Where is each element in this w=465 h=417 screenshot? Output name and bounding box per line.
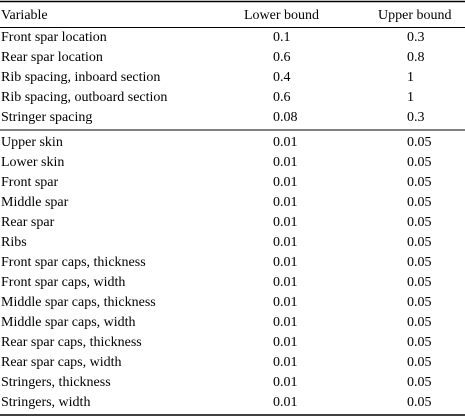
- cell-upper-bound: 0.05: [407, 335, 432, 350]
- cell-lower-bound: 0.01: [273, 215, 298, 230]
- cell-lower-bound: 0.01: [273, 375, 298, 390]
- cell-variable: Front spar location: [1, 30, 107, 45]
- cell-variable: Ribs: [1, 235, 27, 250]
- cell-upper-bound: 0.05: [407, 175, 432, 190]
- cell-lower-bound: 0.6: [273, 50, 291, 65]
- cell-lower-bound: 0.01: [273, 155, 298, 170]
- cell-variable: Lower skin: [1, 155, 64, 170]
- cell-upper-bound: 0.05: [407, 355, 432, 370]
- cell-variable: Rear spar caps, thickness: [1, 335, 142, 350]
- cell-upper-bound: 0.05: [407, 155, 432, 170]
- cell-upper-bound: 1: [407, 70, 414, 85]
- cell-upper-bound: 0.05: [407, 315, 432, 330]
- cell-lower-bound: 0.01: [273, 235, 298, 250]
- cell-lower-bound: 0.01: [273, 195, 298, 210]
- cell-lower-bound: 0.08: [273, 110, 298, 125]
- cell-lower-bound: 0.4: [273, 70, 291, 85]
- cell-lower-bound: 0.01: [273, 315, 298, 330]
- cell-upper-bound: 1: [407, 90, 414, 105]
- cell-variable: Rear spar location: [1, 50, 103, 65]
- cell-variable: Front spar caps, width: [1, 275, 125, 290]
- cell-upper-bound: 0.8: [407, 50, 425, 65]
- header-upper-bound: Upper bound: [378, 8, 452, 23]
- cell-variable: Middle spar caps, width: [1, 315, 136, 330]
- cell-lower-bound: 0.01: [273, 395, 298, 410]
- cell-variable: Rear spar: [1, 215, 55, 230]
- cell-lower-bound: 0.01: [273, 335, 298, 350]
- cell-upper-bound: 0.05: [407, 295, 432, 310]
- cell-variable: Stringers, thickness: [1, 375, 111, 390]
- cell-lower-bound: 0.01: [273, 135, 298, 150]
- cell-upper-bound: 0.05: [407, 255, 432, 270]
- cell-upper-bound: 0.3: [407, 30, 425, 45]
- cell-variable: Middle spar: [1, 195, 69, 210]
- cell-variable: Front spar: [1, 175, 59, 190]
- cell-upper-bound: 0.05: [407, 215, 432, 230]
- cell-variable: Middle spar caps, thickness: [1, 295, 156, 310]
- cell-lower-bound: 0.01: [273, 175, 298, 190]
- header-lower-bound: Lower bound: [244, 8, 319, 23]
- cell-variable: Stringer spacing: [1, 110, 92, 125]
- cell-variable: Stringers, width: [1, 395, 90, 410]
- cell-lower-bound: 0.1: [273, 30, 291, 45]
- cell-variable: Upper skin: [1, 135, 63, 150]
- cell-upper-bound: 0.05: [407, 395, 432, 410]
- cell-variable: Rib spacing, outboard section: [1, 90, 167, 105]
- cell-variable: Front spar caps, thickness: [1, 255, 146, 270]
- cell-variable: Rear spar caps, width: [1, 355, 122, 370]
- cell-upper-bound: 0.05: [407, 195, 432, 210]
- cell-variable: Rib spacing, inboard section: [1, 70, 160, 85]
- cell-lower-bound: 0.01: [273, 275, 298, 290]
- header-variable: Variable: [1, 8, 48, 23]
- cell-upper-bound: 0.05: [407, 375, 432, 390]
- cell-lower-bound: 0.01: [273, 255, 298, 270]
- cell-upper-bound: 0.3: [407, 110, 425, 125]
- cell-upper-bound: 0.05: [407, 275, 432, 290]
- cell-lower-bound: 0.6: [273, 90, 291, 105]
- cell-upper-bound: 0.05: [407, 235, 432, 250]
- cell-upper-bound: 0.05: [407, 135, 432, 150]
- cell-lower-bound: 0.01: [273, 295, 298, 310]
- cell-lower-bound: 0.01: [273, 355, 298, 370]
